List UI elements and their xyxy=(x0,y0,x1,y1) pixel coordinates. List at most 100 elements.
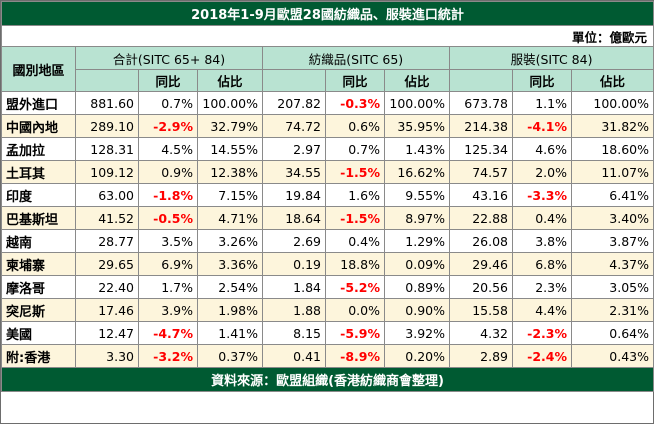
title-row: 2018年1-9月歐盟28國紡織品、服裝進口統計 xyxy=(0,1,654,26)
row-country-name: 中國內地 xyxy=(1,114,76,138)
cell-value: 207.82 xyxy=(262,91,326,115)
cell-yoy: -5.2% xyxy=(325,275,385,299)
cell-value: 15.58 xyxy=(449,298,513,322)
cell-yoy: 0.6% xyxy=(325,114,385,138)
unit-label: 單位：億歐元 xyxy=(0,25,654,47)
group-header-total: 合計(SITC 65+ 84) xyxy=(75,46,263,70)
group-header-textiles: 紡織品(SITC 65) xyxy=(262,46,450,70)
cell-share: 0.20% xyxy=(384,344,450,368)
cell-share: 1.29% xyxy=(384,229,450,253)
cell-share: 7.15% xyxy=(197,183,263,207)
cell-yoy: 3.5% xyxy=(138,229,198,253)
cell-share: 2.31% xyxy=(570,298,654,322)
cell-value: 12.47 xyxy=(75,321,139,345)
cell-value: 63.00 xyxy=(75,183,139,207)
header-row-groups: 國別地區 合計(SITC 65+ 84) 紡織品(SITC 65) 服裝(SIT… xyxy=(1,46,654,92)
table-row: 印度 63.00 -1.8% 7.15% 19.84 1.6% 9.55% 43.16 -3.3… xyxy=(1,183,654,207)
cell-value: 26.08 xyxy=(449,229,513,253)
cell-yoy: -0.5% xyxy=(138,206,198,230)
cell-yoy: 6.9% xyxy=(138,252,198,276)
cell-share: 3.87% xyxy=(570,229,654,253)
cell-value: 22.40 xyxy=(75,275,139,299)
table-row: 附:香港 3.30 -3.2% 0.37% 0.41 -8.9% 0.20% 2.89 -2.4… xyxy=(1,344,654,368)
sub-header-blank xyxy=(262,69,326,92)
cell-share: 11.07% xyxy=(570,160,654,184)
table-row: 柬埔寨 29.65 6.9% 3.36% 0.19 18.8% 0.09% 29.46 6.8%… xyxy=(1,252,654,276)
sub-header-share: 佔比 xyxy=(570,69,654,92)
cell-value: 673.78 xyxy=(449,91,513,115)
row-country-name: 越南 xyxy=(1,229,76,253)
cell-share: 0.09% xyxy=(384,252,450,276)
cell-yoy: -5.9% xyxy=(325,321,385,345)
cell-value: 28.77 xyxy=(75,229,139,253)
table-row: 巴基斯坦 41.52 -0.5% 4.71% 18.64 -1.5% 8.97% 22.88 0… xyxy=(1,206,654,230)
cell-value: 18.64 xyxy=(262,206,326,230)
cell-value: 128.31 xyxy=(75,137,139,161)
header-row-sub: 同比 佔比 同比 佔比 同比 佔比 xyxy=(2,69,654,92)
cell-share: 0.37% xyxy=(197,344,263,368)
cell-share: 3.36% xyxy=(197,252,263,276)
cell-yoy: 4.4% xyxy=(512,298,572,322)
cell-value: 4.32 xyxy=(449,321,513,345)
cell-yoy: 2.0% xyxy=(512,160,572,184)
table-row: 孟加拉 128.31 4.5% 14.55% 2.97 0.7% 1.43% 125.34 4.… xyxy=(1,137,654,161)
row-country-name: 印度 xyxy=(1,183,76,207)
cell-yoy: 0.4% xyxy=(512,206,572,230)
cell-value: 20.56 xyxy=(449,275,513,299)
cell-share: 100.00% xyxy=(570,91,654,115)
cell-share: 14.55% xyxy=(197,137,263,161)
sub-header-yoy: 同比 xyxy=(512,69,572,92)
cell-yoy: -8.9% xyxy=(325,344,385,368)
cell-value: 214.38 xyxy=(449,114,513,138)
sub-header-share: 佔比 xyxy=(197,69,263,92)
cell-share: 1.41% xyxy=(197,321,263,345)
cell-value: 29.65 xyxy=(75,252,139,276)
cell-value: 41.52 xyxy=(75,206,139,230)
cell-share: 18.60% xyxy=(570,137,654,161)
cell-share: 12.38% xyxy=(197,160,263,184)
cell-value: 125.34 xyxy=(449,137,513,161)
row-country-name: 附:香港 xyxy=(1,344,76,368)
cell-yoy: 1.6% xyxy=(325,183,385,207)
cell-share: 1.98% xyxy=(197,298,263,322)
sub-header-share: 佔比 xyxy=(384,69,450,92)
cell-value: 8.15 xyxy=(262,321,326,345)
cell-yoy: 4.6% xyxy=(512,137,572,161)
cell-yoy: 0.4% xyxy=(325,229,385,253)
table-row: 土耳其 109.12 0.9% 12.38% 34.55 -1.5% 16.62% 74.57… xyxy=(1,160,654,184)
row-country-name: 摩洛哥 xyxy=(1,275,76,299)
table-row: 越南 28.77 3.5% 3.26% 2.69 0.4% 1.29% 26.08 3.8% 3.… xyxy=(1,229,654,253)
cell-value: 74.72 xyxy=(262,114,326,138)
cell-share: 1.43% xyxy=(384,137,450,161)
cell-value: 74.57 xyxy=(449,160,513,184)
cell-value: 109.12 xyxy=(75,160,139,184)
cell-value: 0.41 xyxy=(262,344,326,368)
cell-value: 0.19 xyxy=(262,252,326,276)
table-row: 中國內地 289.10 -2.9% 32.79% 74.72 0.6% 35.95% 214.… xyxy=(1,114,654,138)
cell-share: 3.40% xyxy=(570,206,654,230)
cell-yoy: 4.5% xyxy=(138,137,198,161)
import-statistics-table: 2018年1-9月歐盟28國紡織品、服裝進口統計 單位：億歐元 國別地區 合計(… xyxy=(0,1,654,392)
table-body: 盟外進口 881.60 0.7% 100.00% 207.82 -0.3% 100.00% 6… xyxy=(1,91,654,368)
row-country-name: 柬埔寨 xyxy=(1,252,76,276)
cell-value: 29.46 xyxy=(449,252,513,276)
cell-share: 3.26% xyxy=(197,229,263,253)
sub-header-blank xyxy=(75,69,139,92)
cell-yoy: 1.1% xyxy=(512,91,572,115)
cell-value: 1.84 xyxy=(262,275,326,299)
cell-value: 1.88 xyxy=(262,298,326,322)
cell-share: 3.05% xyxy=(570,275,654,299)
table-row: 盟外進口 881.60 0.7% 100.00% 207.82 -0.3% 100.00% 6… xyxy=(1,91,654,115)
cell-share: 4.37% xyxy=(570,252,654,276)
cell-share: 3.92% xyxy=(384,321,450,345)
cell-yoy: -2.3% xyxy=(512,321,572,345)
cell-yoy: -1.8% xyxy=(138,183,198,207)
cell-yoy: 0.0% xyxy=(325,298,385,322)
cell-share: 4.71% xyxy=(197,206,263,230)
row-country-name: 巴基斯坦 xyxy=(1,206,76,230)
cell-value: 43.16 xyxy=(449,183,513,207)
cell-value: 22.88 xyxy=(449,206,513,230)
cell-yoy: -3.2% xyxy=(138,344,198,368)
cell-yoy: 1.7% xyxy=(138,275,198,299)
